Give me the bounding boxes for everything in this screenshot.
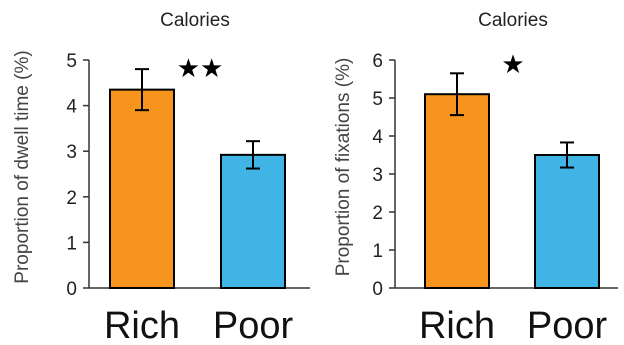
x-ticks: Rich Poor [104, 305, 293, 345]
y-tick-label: 0 [66, 279, 77, 300]
bar-rich [109, 88, 175, 289]
y-ticks: 0 1 2 3 4 5 6 [372, 51, 395, 300]
chart-title: Calories [160, 10, 230, 31]
y-tick-label: 0 [372, 279, 383, 300]
x-tick-label: Rich [419, 305, 495, 345]
chart-fixations: Calories Proportion of fixations (%) 0 1 2… [333, 10, 618, 345]
x-tick-label: Poor [213, 305, 294, 345]
y-tick-label: 4 [372, 127, 383, 148]
chart-title: Calories [478, 10, 548, 31]
y-tick-label: 3 [66, 142, 77, 163]
x-tick-label: Poor [527, 305, 608, 345]
y-tick-label: 6 [372, 51, 383, 72]
chart-dwell-time: Calories Proportion of dwell time (%) 0 1… [12, 10, 310, 345]
y-tick-label: 5 [372, 89, 383, 110]
x-tick-label: Rich [104, 305, 180, 345]
y-tick-label: 1 [372, 241, 383, 262]
y-tick-label: 1 [66, 233, 77, 254]
y-axis-label: Proportion of dwell time (%) [12, 50, 33, 283]
y-tick-label: 4 [66, 97, 77, 118]
significance-marker: ★★ [177, 53, 224, 83]
y-axis-label: Proportion of fixations (%) [333, 58, 354, 277]
bar-rich [424, 93, 490, 289]
bar-poor [534, 154, 600, 289]
y-tick-label: 5 [66, 51, 77, 72]
y-tick-label: 2 [372, 203, 383, 224]
bar-poor [220, 153, 286, 289]
y-ticks: 0 1 2 3 4 5 [66, 51, 89, 300]
bars [109, 68, 286, 289]
y-tick-label: 3 [372, 165, 383, 186]
bars [424, 72, 600, 289]
y-tick-label: 2 [66, 188, 77, 209]
x-ticks: Rich Poor [419, 305, 607, 345]
significance-marker: ★ [501, 49, 524, 79]
